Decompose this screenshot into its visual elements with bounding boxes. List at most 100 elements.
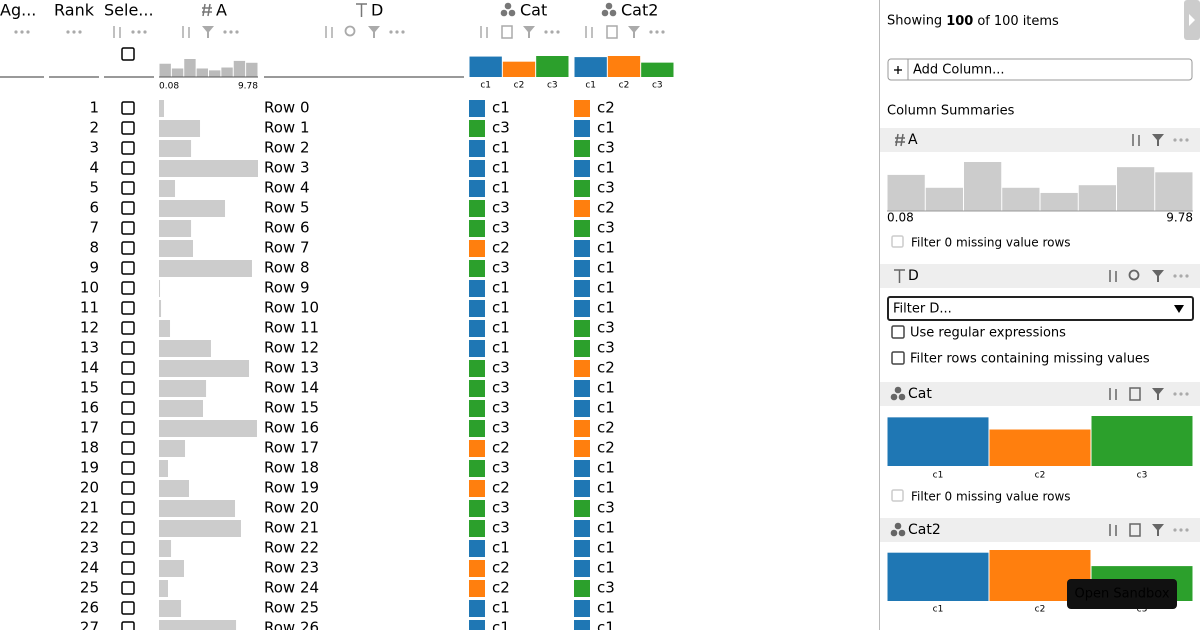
number-icon <box>900 133 904 147</box>
summary-title: Cat2 <box>908 522 941 538</box>
a-summary-histogram-bar <box>964 162 1002 211</box>
row-checkbox[interactable] <box>121 461 135 475</box>
row-checkbox[interactable] <box>121 621 135 630</box>
cat2-swatch <box>574 320 590 337</box>
cat-value: c1 <box>492 339 510 357</box>
row-checkbox[interactable] <box>121 361 135 375</box>
cat-value: c3 <box>492 519 510 537</box>
cat2-swatch <box>574 140 590 157</box>
group-icon <box>1129 523 1141 537</box>
tooltip-box <box>1067 579 1177 609</box>
filter-input[interactable] <box>887 296 1194 321</box>
category-label: c3 <box>652 81 663 91</box>
row-label: Row 1 <box>264 119 310 137</box>
row-checkbox[interactable] <box>121 401 135 415</box>
cat2-header-bar <box>574 57 607 77</box>
more-icon <box>26 30 30 34</box>
filter-placeholder: Filter D... <box>893 302 952 317</box>
more-icon <box>66 30 70 34</box>
cat-swatch <box>469 520 485 537</box>
rank: 7 <box>89 219 99 237</box>
cat2-value: c2 <box>597 439 615 457</box>
a-bar <box>159 600 182 617</box>
row-checkbox[interactable] <box>121 281 135 295</box>
row-label: Row 2 <box>264 139 310 157</box>
row-checkbox[interactable] <box>121 601 135 615</box>
more-icon <box>78 30 82 34</box>
row-label: Row 12 <box>264 339 319 357</box>
more-icon <box>1179 138 1183 142</box>
cat2-value: c3 <box>597 319 615 337</box>
cat2-swatch <box>574 580 590 597</box>
row-checkbox[interactable] <box>121 441 135 455</box>
row-checkbox[interactable] <box>121 181 135 195</box>
row-checkbox[interactable] <box>121 141 135 155</box>
a-bar <box>159 240 193 257</box>
row-checkbox[interactable] <box>121 101 135 115</box>
row-checkbox[interactable] <box>121 521 135 535</box>
a-bar <box>159 160 258 177</box>
cat-swatch <box>469 420 485 437</box>
rank: 5 <box>89 179 99 197</box>
regex-checkbox[interactable] <box>891 325 905 339</box>
more-icon <box>649 30 653 34</box>
more-icon <box>235 30 239 34</box>
column-title: D <box>371 1 383 20</box>
row-checkbox[interactable] <box>121 541 135 555</box>
column-title: Sele... <box>104 1 154 20</box>
category-label: c3 <box>547 81 558 91</box>
category-label: c2 <box>1035 471 1046 481</box>
row-label: Row 6 <box>264 219 310 237</box>
row-checkbox[interactable] <box>121 501 135 515</box>
rank: 19 <box>80 459 99 477</box>
cat-swatch <box>469 440 485 457</box>
cat2-value: c1 <box>597 259 615 277</box>
cat-value: c1 <box>492 319 510 337</box>
cat-value: c1 <box>492 619 510 630</box>
cat2-swatch <box>574 540 590 557</box>
row-checkbox[interactable] <box>121 221 135 235</box>
row-checkbox[interactable] <box>121 581 135 595</box>
histogram-min-label: 0.08 <box>159 82 179 92</box>
summary-header <box>880 128 1200 152</box>
row-checkbox[interactable] <box>121 301 135 315</box>
row-checkbox[interactable] <box>121 341 135 355</box>
rank: 3 <box>89 139 99 157</box>
row-checkbox[interactable] <box>121 321 135 335</box>
row-checkbox[interactable] <box>121 381 135 395</box>
cat2-swatch <box>574 120 590 137</box>
missing-rows-label: Filter rows containing missing values <box>910 352 1150 367</box>
cat2-swatch <box>574 460 590 477</box>
column-title: A <box>216 1 227 20</box>
row-checkbox[interactable] <box>121 241 135 255</box>
cat-value: c3 <box>492 399 510 417</box>
missing-rows-checkbox[interactable] <box>891 351 905 365</box>
cat2-value: c1 <box>597 619 615 630</box>
category-icon <box>890 393 898 401</box>
row-checkbox[interactable] <box>121 481 135 495</box>
cat2-swatch <box>574 340 590 357</box>
number-icon <box>895 133 899 147</box>
row-checkbox[interactable] <box>121 201 135 215</box>
summary-title: A <box>908 132 918 148</box>
row-checkbox[interactable] <box>121 421 135 435</box>
row-checkbox[interactable] <box>121 161 135 175</box>
cat2-swatch <box>574 100 590 117</box>
a-bar <box>159 540 172 557</box>
cat-value: c3 <box>492 359 510 377</box>
row-checkbox[interactable] <box>121 561 135 575</box>
row-label: Row 26 <box>264 619 319 630</box>
cat-swatch <box>469 260 485 277</box>
a-summary-histogram-bar <box>1078 185 1116 211</box>
showing-part: of <box>977 14 990 29</box>
row-checkbox[interactable] <box>121 261 135 275</box>
row-checkbox[interactable] <box>121 121 135 135</box>
row-label: Row 23 <box>264 559 319 577</box>
a-header-histogram-bar <box>233 60 246 77</box>
category-label: c2 <box>514 81 525 91</box>
cat-swatch <box>469 340 485 357</box>
add-column-box[interactable] <box>887 58 1193 81</box>
category-icon <box>609 9 617 17</box>
cat-swatch <box>469 460 485 477</box>
